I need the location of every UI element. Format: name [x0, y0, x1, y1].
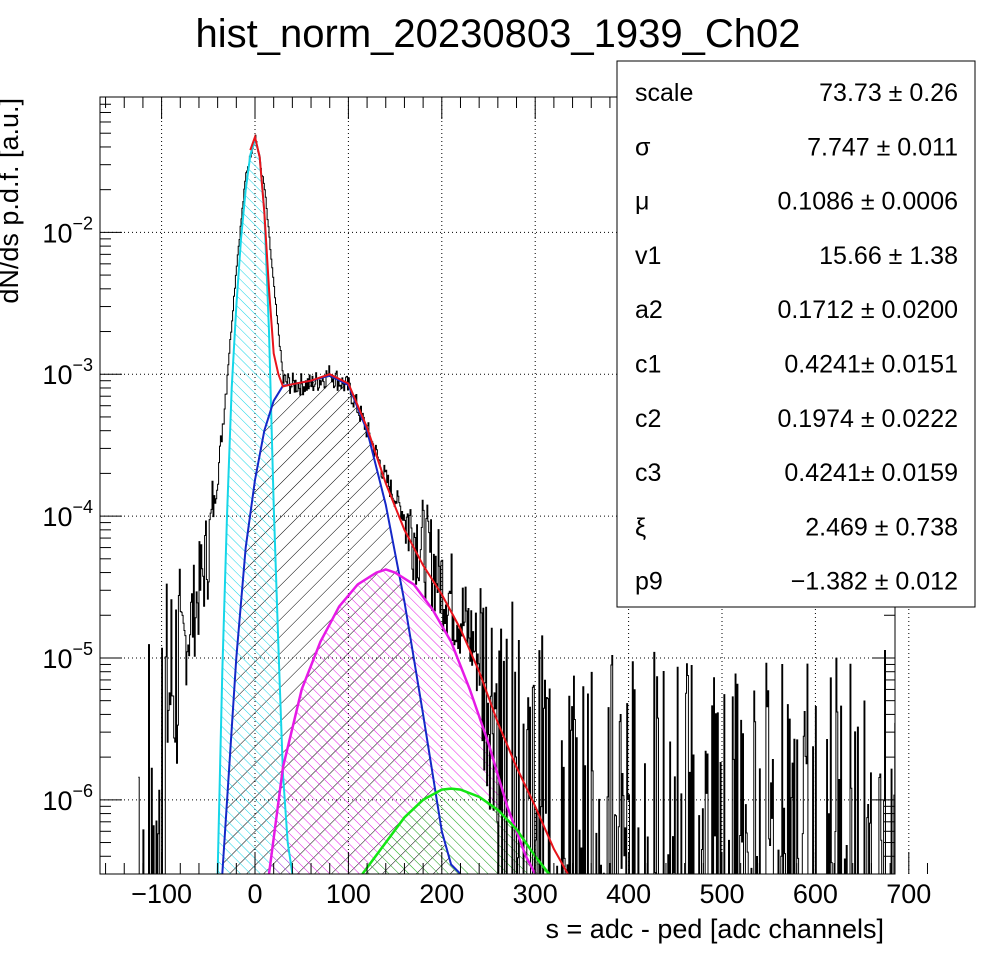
y-tick-label-0: 10−6 [42, 781, 93, 816]
fit-stats-box: scale 73.73 ± 0.26 σ 7.747 ± 0.011 μ 0.1086 ±… [616, 60, 976, 608]
line-2pe [267, 568, 537, 874]
stats-param-name-5: c1 [635, 351, 661, 379]
x-tick-label-5: 400 [606, 879, 651, 909]
stats-param-value-4: 0.1712 ± 0.0200 [777, 296, 958, 324]
x-tick-label-6: 500 [699, 879, 744, 909]
stats-param-value-6: 0.1974 ± 0.0222 [777, 405, 958, 433]
stats-param-name-3: v1 [635, 242, 661, 270]
stats-param-name-0: scale [635, 79, 693, 107]
stats-param-name-2: μ [635, 188, 649, 216]
x-tick-labels: −100 0 100 200 300 400 500 600 700 [131, 879, 931, 909]
stats-param-name-6: c2 [635, 405, 661, 433]
histogram-data [138, 134, 895, 874]
stats-param-value-9: −1.382 ± 0.012 [791, 568, 958, 596]
stats-param-value-3: 15.66 ± 1.38 [819, 242, 958, 270]
stats-param-value-8: 2.469 ± 0.738 [805, 513, 958, 541]
x-tick-label-3: 200 [419, 879, 464, 909]
y-tick-label-4: 10−2 [42, 213, 93, 248]
stats-param-name-1: σ [635, 133, 651, 161]
stats-param-value-7: 0.4241± 0.0159 [784, 459, 958, 487]
y-tick-label-2: 10−4 [42, 497, 93, 532]
stats-param-name-8: ξ [635, 513, 646, 541]
y-tick-label-1: 10−5 [42, 639, 93, 674]
y-tick-label-3: 10−3 [42, 355, 93, 390]
histogram-steps [138, 134, 895, 874]
stats-param-name-7: c3 [635, 459, 661, 487]
stats-param-name-9: p9 [635, 568, 663, 596]
stats-box-frame [616, 60, 976, 608]
stats-param-value-5: 0.4241± 0.0151 [784, 351, 958, 379]
stats-param-value-1: 7.747 ± 0.011 [807, 133, 958, 161]
x-tick-label-4: 300 [513, 879, 558, 909]
y-tick-labels: 10−6 10−5 10−4 10−3 10−2 [42, 213, 93, 815]
y-axis-title: dN/ds p.d.f. [a.u.] [0, 98, 24, 304]
x-tick-label-0: −100 [131, 879, 192, 909]
stats-param-value-2: 0.1086 ± 0.0006 [777, 188, 958, 216]
x-tick-label-2: 100 [326, 879, 371, 909]
x-tick-label-8: 700 [886, 879, 931, 909]
chart-title: hist_norm_20230803_1939_Ch02 [196, 12, 801, 56]
x-tick-label-1: 0 [247, 879, 262, 909]
x-axis-title: s = adc - ped [adc channels] [546, 914, 884, 944]
line-total-fit [249, 133, 569, 874]
line-3pe [361, 787, 551, 874]
stats-param-name-4: a2 [635, 296, 663, 324]
x-tick-label-7: 600 [793, 879, 838, 909]
stats-param-value-0: 73.73 ± 0.26 [819, 79, 958, 107]
